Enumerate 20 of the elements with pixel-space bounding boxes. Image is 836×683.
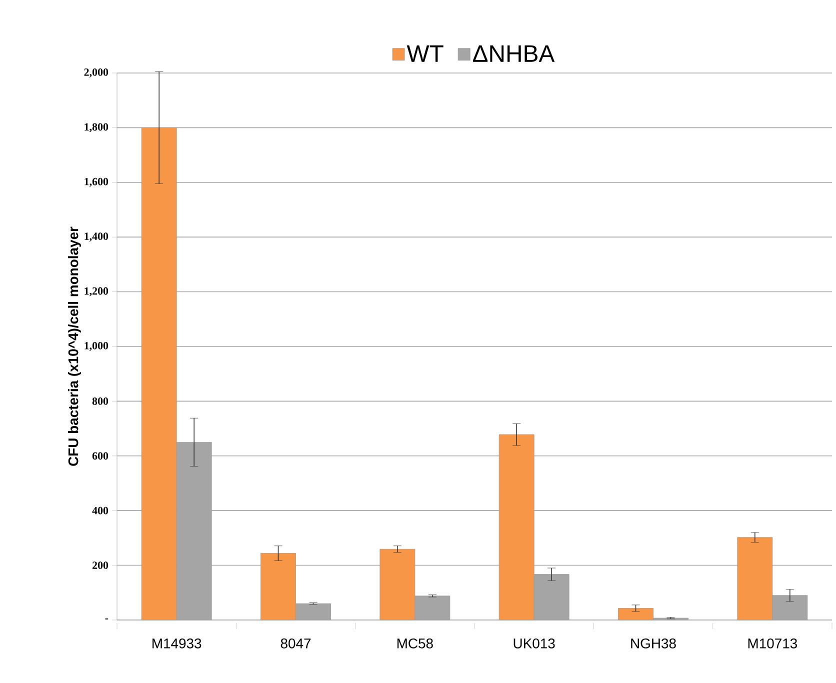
x-tick-label: M14933 [152, 638, 202, 648]
y-tick-label: 1,200 [84, 287, 108, 296]
y-tick-label: 800 [92, 397, 108, 405]
y-tick-label: 2,000 [84, 68, 108, 78]
y-tick-label: - [105, 618, 108, 620]
y-tick-label: 1,400 [84, 232, 108, 242]
x-tick-label: UK013 [514, 638, 555, 648]
y-axis-title: CFU bacteria (x10^4)/cell monolayer [68, 226, 81, 466]
y-tick-label: 1,000 [84, 342, 108, 351]
legend-label: ΔNHBA [473, 45, 555, 62]
y-tick-label: 400 [92, 506, 108, 514]
y-tick-label: 1,800 [84, 123, 108, 132]
x-tick-label: 8047 [280, 638, 311, 648]
x-tick-label: M10713 [748, 638, 797, 648]
x-tick-label: MC58 [397, 638, 433, 648]
legend-label: WT [406, 45, 444, 62]
x-tick-label: NGH38 [631, 638, 676, 648]
y-tick-label: 1,600 [84, 178, 108, 187]
y-tick-label: 600 [92, 452, 108, 460]
y-tick-label: 200 [92, 562, 108, 569]
